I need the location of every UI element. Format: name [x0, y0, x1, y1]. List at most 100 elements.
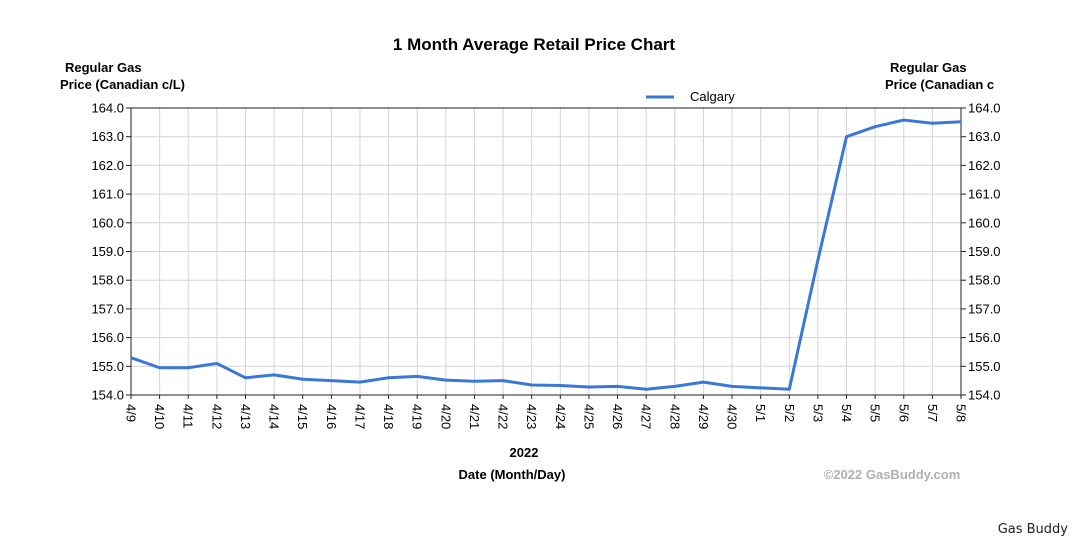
- series-line-calgary: [130, 118, 962, 391]
- chart-title: 1 Month Average Retail Price Chart: [393, 35, 675, 54]
- y-tick-label-right: 161.0: [968, 187, 1001, 202]
- data-point-calgary: [216, 362, 218, 364]
- x-tick-label: 4/12: [209, 404, 224, 429]
- x-tick-label: 4/15: [295, 404, 310, 429]
- x-tick-label: 4/10: [152, 404, 167, 429]
- data-point-calgary: [473, 380, 475, 382]
- watermark: ©2022 GasBuddy.com: [824, 467, 961, 482]
- y-tick-label-left: 159.0: [91, 244, 124, 259]
- y-tick-label-left: 164.0: [91, 101, 124, 116]
- y-tick-label-left: 157.0: [91, 301, 124, 316]
- data-point-calgary: [130, 357, 132, 359]
- left-axis-title-line1: Regular Gas: [65, 60, 142, 75]
- x-tick-label: 5/3: [810, 404, 825, 422]
- y-tick-label-right: 159.0: [968, 244, 1001, 259]
- y-tick-label-left: 160.0: [91, 215, 124, 230]
- data-point-calgary: [502, 380, 504, 382]
- x-tick-label: 5/1: [753, 404, 768, 422]
- x-tick-label: 4/18: [381, 404, 396, 429]
- y-tick-label-right: 156.0: [968, 330, 1001, 345]
- y-tick-label-right: 154.0: [968, 388, 1001, 403]
- x-tick-label: 4/13: [238, 404, 253, 429]
- data-point-calgary: [874, 126, 876, 128]
- y-tick-label-right: 155.0: [968, 359, 1001, 374]
- x-tick-label: 4/11: [181, 404, 196, 428]
- data-point-calgary: [330, 380, 332, 382]
- x-tick-label: 4/23: [524, 404, 539, 429]
- x-tick-label: 4/29: [696, 404, 711, 429]
- data-point-calgary: [588, 386, 590, 388]
- y-tick-label-left: 155.0: [91, 359, 124, 374]
- y-tick-label-left: 161.0: [91, 187, 124, 202]
- data-point-calgary: [244, 377, 246, 379]
- y-tick-label-right: 164.0: [968, 101, 1001, 116]
- y-tick-label-left: 154.0: [91, 388, 124, 403]
- data-point-calgary: [903, 119, 905, 121]
- x-tick-label: 4/27: [639, 404, 654, 429]
- x-axis-year-label: 2022: [510, 445, 539, 460]
- x-tick-label: 4/22: [496, 404, 511, 429]
- data-point-calgary: [760, 387, 762, 389]
- price-chart: 1 Month Average Retail Price Chart Regul…: [60, 35, 1001, 482]
- x-tick-label: 4/16: [324, 404, 339, 429]
- x-tick-label: 4/9: [124, 404, 139, 422]
- right-axis-title-line1: Regular Gas: [890, 60, 967, 75]
- x-tick-label: 5/7: [925, 404, 940, 422]
- y-tick-label-right: 157.0: [968, 301, 1001, 316]
- data-point-calgary: [674, 385, 676, 387]
- data-point-calgary: [931, 122, 933, 124]
- x-tick-label: 5/8: [954, 404, 969, 422]
- data-point-calgary: [187, 367, 189, 369]
- data-point-calgary: [359, 381, 361, 383]
- data-point-calgary: [531, 384, 533, 386]
- data-point-calgary: [617, 385, 619, 387]
- y-tick-label-right: 163.0: [968, 129, 1001, 144]
- y-tick-label-right: 160.0: [968, 215, 1001, 230]
- data-point-calgary: [731, 385, 733, 387]
- x-tick-label: 5/5: [868, 404, 883, 422]
- x-tick-label: 4/24: [553, 404, 568, 429]
- data-point-calgary: [559, 385, 561, 387]
- data-point-calgary: [645, 388, 647, 390]
- x-tick-label: 4/30: [725, 404, 740, 429]
- x-tick-label: 4/26: [610, 404, 625, 429]
- data-point-calgary: [846, 136, 848, 138]
- data-point-calgary: [702, 381, 704, 383]
- x-tick-label: 4/25: [581, 404, 596, 429]
- x-tick-label: 4/14: [267, 404, 282, 429]
- data-point-calgary: [817, 259, 819, 261]
- legend: Calgary: [646, 89, 735, 104]
- data-point-calgary: [273, 374, 275, 376]
- x-tick-label: 4/17: [352, 404, 367, 429]
- y-axis-left: 154.0 155.0 156.0 157.0 158.0 159.0 160.0 161.0…: [91, 101, 131, 403]
- y-tick-label-left: 162.0: [91, 158, 124, 173]
- x-axis: 4/9 4/10 4/11 4/12 4/13 4/14 4/15 4/16 4/17 4/18 4…: [124, 395, 969, 429]
- series-group: [130, 118, 962, 391]
- data-point-calgary: [388, 377, 390, 379]
- x-tick-label: 5/6: [896, 404, 911, 422]
- x-axis-title: Date (Month/Day): [459, 467, 566, 482]
- x-tick-label: 4/20: [438, 404, 453, 429]
- x-tick-label: 4/28: [667, 404, 682, 429]
- y-tick-label-left: 156.0: [91, 330, 124, 345]
- y-tick-label-left: 163.0: [91, 129, 124, 144]
- y-tick-label-right: 158.0: [968, 273, 1001, 288]
- data-point-calgary: [416, 375, 418, 377]
- grid: [130, 107, 962, 396]
- data-point-calgary: [445, 379, 447, 381]
- data-point-calgary: [302, 378, 304, 380]
- right-axis-title-line2: Price (Canadian c: [885, 77, 994, 92]
- x-tick-label: 5/4: [839, 404, 854, 422]
- data-point-calgary: [159, 367, 161, 369]
- y-tick-label-left: 158.0: [91, 273, 124, 288]
- x-tick-label: 4/21: [467, 404, 482, 429]
- y-axis-right: 154.0 155.0 156.0 157.0 158.0 159.0 160.0 161.0…: [961, 101, 1001, 403]
- left-axis-title-line2: Price (Canadian c/L): [60, 77, 185, 92]
- data-point-calgary: [960, 121, 962, 123]
- legend-label-calgary: Calgary: [690, 89, 735, 104]
- source-credit: Gas Buddy: [997, 522, 1068, 537]
- y-tick-label-right: 162.0: [968, 158, 1001, 173]
- x-tick-label: 4/19: [410, 404, 425, 429]
- x-tick-label: 5/2: [782, 404, 797, 422]
- data-point-calgary: [788, 388, 790, 390]
